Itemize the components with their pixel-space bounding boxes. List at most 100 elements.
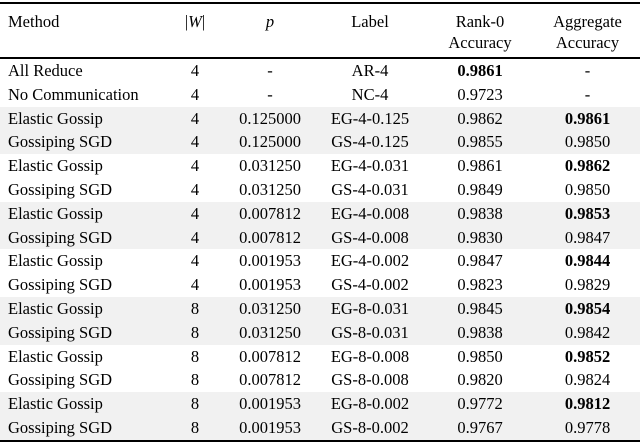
header-row: Method |W| p Label Rank-0 Accuracy Aggre… bbox=[0, 3, 640, 59]
rank0-header-line2: Accuracy bbox=[448, 33, 512, 52]
rank0-accuracy-cell: 0.9820 bbox=[457, 370, 503, 390]
rank0-accuracy-cell: 0.9723 bbox=[457, 84, 503, 104]
label-cell: EG-8-0.008 bbox=[330, 346, 410, 366]
label-cell: AR-4 bbox=[351, 61, 389, 80]
table-row: Elastic Gossip 4 0.007812 EG-4-0.008 0.9… bbox=[0, 201, 640, 226]
aggregate-accuracy-cell: - bbox=[584, 61, 591, 80]
table-row: Elastic Gossip 4 0.001953 EG-4-0.002 0.9… bbox=[0, 249, 640, 273]
col-header-workers: |W| bbox=[165, 3, 225, 59]
table-row: Gossiping SGD 4 0.031250 GS-4-0.031 0.98… bbox=[0, 178, 640, 202]
w-open-bar: | bbox=[184, 12, 189, 31]
col-header-method-label: Method bbox=[8, 12, 60, 31]
col-header-p-label: p bbox=[265, 12, 275, 31]
aggregate-header-line1: Aggregate bbox=[553, 12, 622, 31]
label-cell: EG-4-0.002 bbox=[330, 251, 410, 271]
workers-cell: 4 bbox=[190, 179, 200, 199]
p-cell: 0.001953 bbox=[239, 251, 301, 271]
table-row: Gossiping SGD 4 0.125000 GS-4-0.125 0.98… bbox=[0, 130, 640, 155]
aggregate-accuracy-cell: 0.9824 bbox=[564, 370, 611, 390]
aggregate-header-line2: Accuracy bbox=[555, 33, 620, 52]
label-cell: GS-4-0.031 bbox=[331, 179, 409, 199]
label-cell: NC-4 bbox=[351, 84, 389, 104]
col-header-rank0-accuracy: Rank-0 Accuracy bbox=[425, 3, 535, 59]
method-cell: Elastic Gossip bbox=[8, 346, 103, 366]
col-header-p: p bbox=[225, 3, 315, 59]
aggregate-accuracy-cell: 0.9853 bbox=[564, 203, 611, 223]
p-cell: 0.007812 bbox=[239, 203, 301, 223]
workers-cell: 4 bbox=[190, 227, 200, 247]
rank0-accuracy-cell: 0.9838 bbox=[457, 322, 503, 342]
label-cell: GS-4-0.125 bbox=[331, 132, 409, 152]
p-cell: 0.031250 bbox=[239, 298, 301, 318]
workers-cell: 8 bbox=[190, 394, 200, 414]
rank0-accuracy-cell: 0.9847 bbox=[457, 251, 503, 271]
table-row: Elastic Gossip 8 0.007812 EG-8-0.008 0.9… bbox=[0, 345, 640, 369]
table-row: Gossiping SGD 4 0.007812 GS-4-0.008 0.98… bbox=[0, 225, 640, 250]
rank0-header-line1: Rank-0 bbox=[455, 12, 505, 31]
rank0-accuracy-cell: 0.9845 bbox=[457, 298, 503, 318]
p-cell: 0.125000 bbox=[239, 132, 301, 152]
label-cell: EG-4-0.125 bbox=[330, 108, 410, 128]
method-cell: Elastic Gossip bbox=[8, 203, 103, 223]
workers-cell: 8 bbox=[190, 322, 200, 342]
aggregate-accuracy-cell: 0.9854 bbox=[564, 298, 611, 318]
rank0-accuracy-cell: 0.9772 bbox=[457, 394, 503, 414]
table-row: Gossiping SGD 8 0.001953 GS-8-0.002 0.97… bbox=[0, 415, 640, 441]
aggregate-accuracy-cell: 0.9861 bbox=[564, 108, 611, 128]
table-row: Elastic Gossip 8 0.031250 EG-8-0.031 0.9… bbox=[0, 296, 640, 321]
p-cell: 0.001953 bbox=[239, 275, 301, 295]
rank0-accuracy-cell: 0.9862 bbox=[457, 108, 503, 128]
workers-cell: 4 bbox=[190, 203, 200, 223]
label-cell: EG-8-0.031 bbox=[330, 298, 410, 318]
rank0-accuracy-cell: 0.9861 bbox=[457, 61, 503, 80]
p-cell: 0.001953 bbox=[239, 417, 301, 437]
workers-cell: 8 bbox=[190, 417, 200, 437]
p-cell: 0.001953 bbox=[239, 394, 301, 414]
aggregate-accuracy-cell: 0.9850 bbox=[564, 132, 611, 152]
workers-cell: 8 bbox=[190, 298, 200, 318]
method-cell: Gossiping SGD bbox=[8, 275, 113, 295]
table-row: Elastic Gossip 8 0.001953 EG-8-0.002 0.9… bbox=[0, 392, 640, 416]
table-row: Elastic Gossip 4 0.125000 EG-4-0.125 0.9… bbox=[0, 106, 640, 131]
label-cell: GS-8-0.031 bbox=[331, 322, 409, 342]
w-close-bar: | bbox=[201, 12, 206, 31]
workers-cell: 4 bbox=[190, 275, 200, 295]
rank0-accuracy-cell: 0.9823 bbox=[457, 275, 503, 295]
table-row: Gossiping SGD 4 0.001953 GS-4-0.002 0.98… bbox=[0, 273, 640, 297]
aggregate-accuracy-cell: 0.9850 bbox=[564, 179, 611, 199]
workers-cell: 4 bbox=[190, 156, 200, 176]
method-cell: Elastic Gossip bbox=[8, 298, 103, 318]
p-cell: 0.031250 bbox=[239, 179, 301, 199]
rank0-accuracy-cell: 0.9838 bbox=[457, 203, 503, 223]
w-letter: W bbox=[188, 12, 202, 31]
aggregate-accuracy-cell: 0.9842 bbox=[564, 322, 611, 342]
aggregate-accuracy-cell: 0.9812 bbox=[564, 394, 611, 414]
rank0-accuracy-cell: 0.9767 bbox=[457, 417, 503, 437]
method-cell: All Reduce bbox=[8, 61, 83, 80]
col-header-aggregate-accuracy: Aggregate Accuracy bbox=[535, 3, 640, 59]
col-header-method: Method bbox=[0, 3, 165, 59]
p-cell: 0.031250 bbox=[239, 322, 301, 342]
aggregate-accuracy-cell: 0.9844 bbox=[564, 251, 611, 271]
workers-cell: 8 bbox=[190, 370, 200, 390]
rank0-accuracy-cell: 0.9830 bbox=[457, 227, 503, 247]
rank0-accuracy-cell: 0.9849 bbox=[457, 179, 503, 199]
method-cell: Elastic Gossip bbox=[8, 251, 103, 271]
method-cell: Gossiping SGD bbox=[8, 370, 113, 390]
aggregate-accuracy-cell: 0.9852 bbox=[564, 346, 611, 366]
rank0-accuracy-cell: 0.9861 bbox=[457, 156, 503, 176]
aggregate-accuracy-cell: 0.9829 bbox=[564, 275, 611, 295]
label-cell: EG-8-0.002 bbox=[330, 394, 410, 414]
method-cell: Elastic Gossip bbox=[8, 108, 103, 128]
rank0-accuracy-cell: 0.9855 bbox=[457, 132, 503, 152]
table-row: No Communication 4 - NC-4 0.9723 - bbox=[0, 83, 640, 107]
method-cell: Elastic Gossip bbox=[8, 394, 103, 414]
method-cell: No Communication bbox=[8, 84, 139, 104]
table-row: Gossiping SGD 8 0.007812 GS-8-0.008 0.98… bbox=[0, 368, 640, 392]
label-cell: GS-4-0.008 bbox=[331, 227, 409, 247]
workers-cell: 8 bbox=[190, 346, 200, 366]
workers-cell: 4 bbox=[190, 132, 200, 152]
p-cell: 0.125000 bbox=[239, 108, 301, 128]
method-cell: Gossiping SGD bbox=[8, 417, 113, 437]
